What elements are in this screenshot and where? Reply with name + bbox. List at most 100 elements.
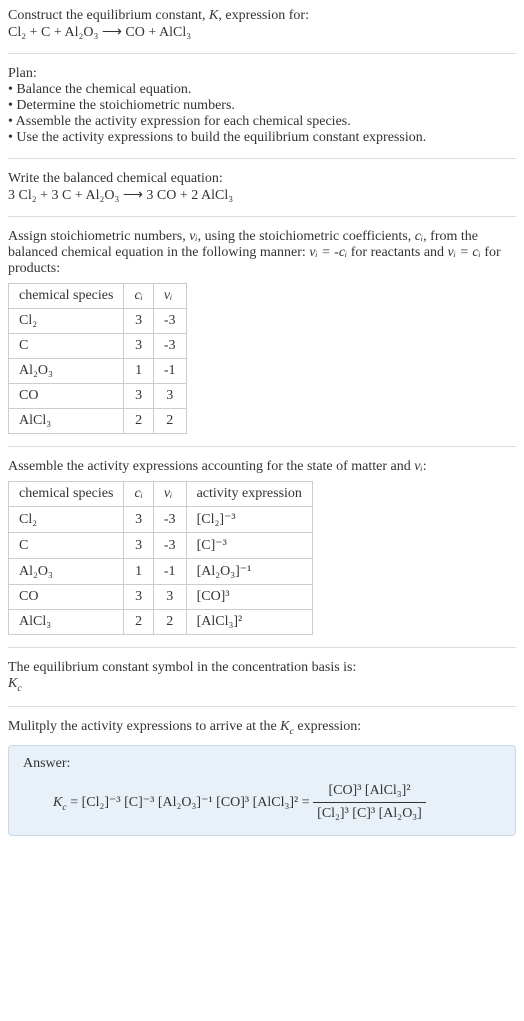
symbol-kc: Kc [8,676,516,694]
table-row: Cl₂ 3 -3 [Cl₂]⁻³ [9,507,313,533]
table-cell: C [9,533,124,559]
intro-text: Construct the equilibrium constant, K, e… [8,8,516,24]
answer-equation: Kc = [Cl₂]⁻³ [C]⁻³ [Al₂O₃]⁻¹ [CO]³ [AlCl… [23,780,501,826]
divider [8,216,516,217]
plan-title: Plan: [8,66,516,82]
table-row: C 3 -3 [9,334,187,359]
divider [8,647,516,648]
table-header: νᵢ [153,482,186,507]
assemble-section: Assemble the activity expressions accoun… [8,459,516,635]
table-header: νᵢ [153,284,186,309]
divider [8,706,516,707]
multiply-text: Mulitply the activity expressions to arr… [8,719,516,737]
answer-kc: Kc [53,795,67,810]
assign-ci: cᵢ [415,229,423,244]
table-cell: Cl₂ [9,309,124,334]
table-header: cᵢ [124,482,153,507]
table-row: CO 3 3 [9,384,187,409]
table-cell: 1 [124,359,153,384]
table-cell: AlCl₃ [9,610,124,635]
activity-table: chemical species cᵢ νᵢ activity expressi… [8,481,313,635]
table-row: CO 3 3 [CO]³ [9,585,313,610]
table-cell: 3 [153,585,186,610]
table-header-row: chemical species cᵢ νᵢ [9,284,187,309]
table-cell: [CO]³ [186,585,312,610]
table-cell: 3 [124,585,153,610]
symbol-section: The equilibrium constant symbol in the c… [8,660,516,694]
assign-eq2: νᵢ = cᵢ [448,245,481,260]
table-cell: -1 [153,359,186,384]
table-cell: 3 [124,309,153,334]
table-cell: [C]⁻³ [186,533,312,559]
table-cell: -1 [153,559,186,585]
assign-eq1: νᵢ = -cᵢ [309,245,347,260]
assign-nu: νᵢ [189,229,197,244]
intro-section: Construct the equilibrium constant, K, e… [8,8,516,41]
answer-label: Answer: [23,756,501,772]
table-cell: 2 [124,409,153,434]
table-cell: -3 [153,309,186,334]
intro-line1: Construct the equilibrium constant, [8,8,209,23]
table-cell: [AlCl₃]² [186,610,312,635]
plan-item: Use the activity expressions to build th… [8,130,516,146]
table-cell: [Al₂O₃]⁻¹ [186,559,312,585]
table-cell: 3 [153,384,186,409]
assemble-text2: : [423,459,427,474]
table-cell: 3 [124,334,153,359]
table-row: Al₂O₃ 1 -1 [Al₂O₃]⁻¹ [9,559,313,585]
table-header: chemical species [9,482,124,507]
table-cell: CO [9,585,124,610]
multiply-section: Mulitply the activity expressions to arr… [8,719,516,737]
assign-text4: for reactants and [347,245,447,260]
intro-equation: Cl₂ + C + Al₂O₃ ⟶ CO + AlCl₃ [8,24,516,41]
divider [8,446,516,447]
table-cell: 2 [153,409,186,434]
table-header: chemical species [9,284,124,309]
table-cell: Al₂O₃ [9,559,124,585]
table-cell: AlCl₃ [9,409,124,434]
table-row: Al₂O₃ 1 -1 [9,359,187,384]
plan-item: Determine the stoichiometric numbers. [8,98,516,114]
table-row: Cl₂ 3 -3 [9,309,187,334]
intro-K: K [209,8,218,23]
table-cell: 2 [124,610,153,635]
symbol-text: The equilibrium constant symbol in the c… [8,660,516,676]
assign-text2: , using the stoichiometric coefficients, [198,229,415,244]
assign-text1: Assign stoichiometric numbers, [8,229,189,244]
table-cell: -3 [153,334,186,359]
table-header: activity expression [186,482,312,507]
balanced-equation: 3 Cl₂ + 3 C + Al₂O₃ ⟶ 3 CO + 2 AlCl₃ [8,187,516,204]
plan-section: Plan: Balance the chemical equation. Det… [8,66,516,146]
balanced-title: Write the balanced chemical equation: [8,171,516,187]
answer-denominator: [Cl₂]³ [C]³ [Al₂O₃] [313,803,426,825]
answer-eq-text: = [Cl₂]⁻³ [C]⁻³ [Al₂O₃]⁻¹ [CO]³ [AlCl₃]²… [70,795,313,810]
table-cell: 3 [124,533,153,559]
table-cell: -3 [153,533,186,559]
table-cell: -3 [153,507,186,533]
answer-box: Answer: Kc = [Cl₂]⁻³ [C]⁻³ [Al₂O₃]⁻¹ [CO… [8,745,516,837]
answer-fraction: [CO]³ [AlCl₃]² [Cl₂]³ [C]³ [Al₂O₃] [313,780,426,826]
plan-item: Assemble the activity expression for eac… [8,114,516,130]
multiply-kc: Kc [280,719,294,734]
assemble-text1: Assemble the activity expressions accoun… [8,459,414,474]
table-row: AlCl₃ 2 2 [9,409,187,434]
divider [8,53,516,54]
answer-numerator: [CO]³ [AlCl₃]² [313,780,426,803]
table-header: cᵢ [124,284,153,309]
table-header-row: chemical species cᵢ νᵢ activity expressi… [9,482,313,507]
table-cell: 3 [124,507,153,533]
table-cell: 2 [153,610,186,635]
assemble-text: Assemble the activity expressions accoun… [8,459,516,475]
plan-list: Balance the chemical equation. Determine… [8,82,516,146]
table-cell: [Cl₂]⁻³ [186,507,312,533]
table-cell: Al₂O₃ [9,359,124,384]
assign-text: Assign stoichiometric numbers, νᵢ, using… [8,229,516,277]
plan-item: Balance the chemical equation. [8,82,516,98]
table-row: C 3 -3 [C]⁻³ [9,533,313,559]
divider [8,158,516,159]
multiply-text1: Mulitply the activity expressions to arr… [8,719,280,734]
stoich-table: chemical species cᵢ νᵢ Cl₂ 3 -3 C 3 -3 A… [8,283,187,434]
table-cell: C [9,334,124,359]
table-row: AlCl₃ 2 2 [AlCl₃]² [9,610,313,635]
multiply-text2: expression: [294,719,361,734]
